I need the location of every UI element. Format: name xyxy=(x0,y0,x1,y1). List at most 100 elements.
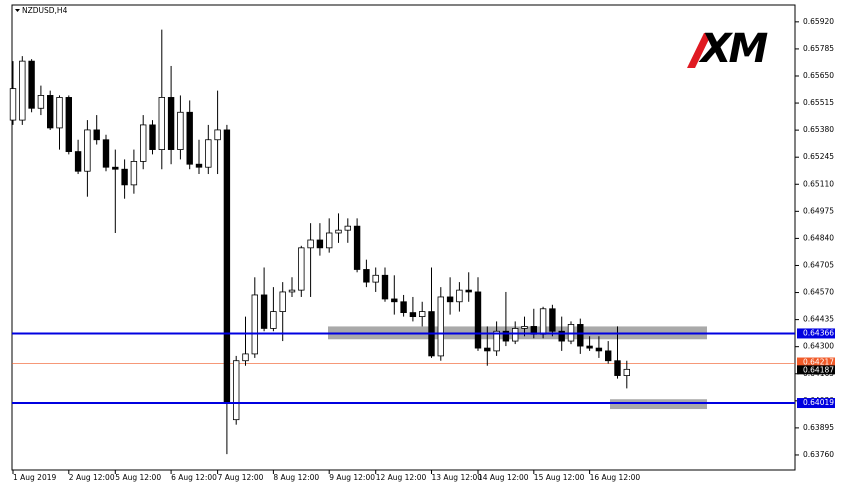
candle-body xyxy=(344,225,351,231)
candle-body xyxy=(549,308,556,332)
candle-body xyxy=(446,296,454,303)
candle-body xyxy=(121,168,128,186)
x-tick-label: 2 Aug 12:00 xyxy=(69,473,115,482)
ask-label-box xyxy=(797,357,835,367)
y-tick-label: 0.63895 xyxy=(803,423,834,432)
candle-body xyxy=(251,294,258,355)
y-tick-label: 0.65110 xyxy=(803,179,834,188)
x-tick-label: 14 Aug 12:00 xyxy=(478,473,529,482)
y-tick-label: 0.65650 xyxy=(803,71,834,80)
x-tick-label: 5 Aug 12:00 xyxy=(115,473,161,482)
candle-body xyxy=(102,139,110,168)
candle-body xyxy=(93,129,100,141)
candle-body xyxy=(232,360,240,421)
candle-body xyxy=(381,274,389,300)
candle-body xyxy=(149,124,156,150)
candle-body xyxy=(512,328,519,342)
candle-body xyxy=(37,95,45,109)
y-tick-label: 0.65245 xyxy=(803,152,834,161)
candle-body xyxy=(288,289,296,293)
candle-body xyxy=(418,311,426,318)
candle-body xyxy=(65,97,72,152)
candle-body xyxy=(28,60,35,109)
candle-body xyxy=(177,111,184,150)
candle-body xyxy=(316,239,324,249)
candle-body xyxy=(223,129,231,404)
y-tick-label: 0.64435 xyxy=(803,315,834,324)
level-label: 0.64366 xyxy=(803,328,834,337)
level-label-box xyxy=(797,328,835,339)
candle-body xyxy=(623,368,630,376)
chart-title: NZDUSD,H4 xyxy=(22,6,68,15)
candle-body xyxy=(195,163,203,168)
candle-body xyxy=(372,274,379,283)
y-tick-label: 0.64975 xyxy=(803,206,834,215)
candle-body xyxy=(363,269,370,283)
candle-body xyxy=(335,229,342,234)
candle-body xyxy=(19,60,26,121)
candle-body xyxy=(325,232,333,249)
candle-body xyxy=(391,298,398,303)
y-tick-label: 0.64705 xyxy=(803,260,834,269)
candle-body xyxy=(539,308,547,335)
logo-slash xyxy=(687,33,712,68)
plot-frame xyxy=(11,4,796,471)
candle-body xyxy=(353,225,361,270)
x-tick-label: 13 Aug 12:00 xyxy=(432,473,483,482)
candle-body xyxy=(56,97,63,129)
candle-body xyxy=(474,291,482,349)
candle-body xyxy=(437,296,444,357)
y-tick-label: 0.63760 xyxy=(803,450,834,459)
candle-body xyxy=(577,324,584,347)
x-tick-label: 8 Aug 12:00 xyxy=(273,473,319,482)
bid-label-box xyxy=(797,365,835,375)
ask-label: 0.64217 xyxy=(803,358,834,367)
candle-body xyxy=(484,347,491,352)
candle-body xyxy=(595,347,603,352)
candle-body xyxy=(298,247,305,291)
y-tick-label: 0.65785 xyxy=(803,44,834,53)
x-tick-label: 6 Aug 12:00 xyxy=(171,473,217,482)
candle-body xyxy=(214,129,221,141)
y-tick-label: 0.65920 xyxy=(803,17,834,26)
candle-body xyxy=(205,139,212,168)
y-tick-label: 0.64300 xyxy=(803,342,834,351)
y-tick-label: 0.64570 xyxy=(803,288,834,297)
candle-body xyxy=(400,301,407,313)
candle-body xyxy=(186,111,193,165)
y-tick-label: 0.65380 xyxy=(803,125,834,134)
title-arrow xyxy=(15,9,20,12)
logo: XM xyxy=(698,26,768,72)
candle-body xyxy=(167,97,175,150)
candle-body xyxy=(586,345,593,349)
level-label: 0.64019 xyxy=(803,398,834,407)
candle-body xyxy=(521,326,528,329)
candle-body xyxy=(47,95,54,129)
x-tick-label: 1 Aug 2019 xyxy=(13,473,56,482)
candle-body xyxy=(614,360,621,376)
y-tick-label: 0.65515 xyxy=(803,98,834,107)
candle-body xyxy=(9,88,17,121)
candle-body xyxy=(558,330,565,342)
x-tick-label: 7 Aug 12:00 xyxy=(218,473,264,482)
x-tick-label: 16 Aug 12:00 xyxy=(590,473,641,482)
x-tick-label: 15 Aug 12:00 xyxy=(534,473,585,482)
candle-body xyxy=(493,330,500,352)
candle-body xyxy=(74,151,82,172)
candle-body xyxy=(456,289,463,303)
candle-body xyxy=(158,97,165,150)
x-tick-label: 9 Aug 12:00 xyxy=(329,473,375,482)
candle-body xyxy=(84,129,91,172)
bid-label: 0.64187 xyxy=(803,365,834,374)
candle-body xyxy=(307,239,314,249)
candle-body xyxy=(260,294,268,329)
candle-body xyxy=(605,350,612,362)
candle-body xyxy=(270,311,277,329)
zone xyxy=(610,399,707,410)
candle-body xyxy=(409,312,417,318)
x-tick-label: 12 Aug 12:00 xyxy=(376,473,427,482)
candle-body xyxy=(465,289,472,293)
candle-body xyxy=(112,166,119,170)
candle-body xyxy=(242,353,249,362)
